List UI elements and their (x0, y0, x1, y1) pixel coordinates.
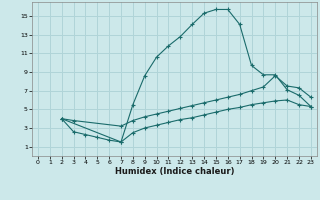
X-axis label: Humidex (Indice chaleur): Humidex (Indice chaleur) (115, 167, 234, 176)
